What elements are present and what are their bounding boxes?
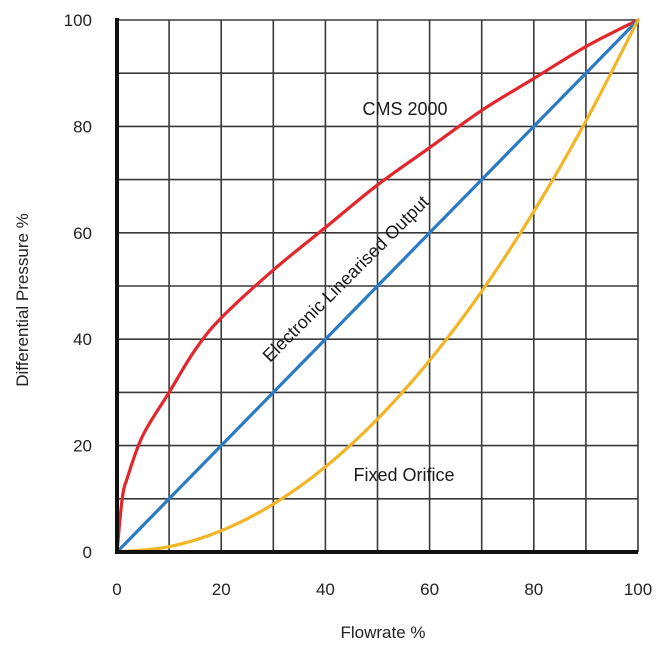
x-tick-label: 0: [112, 580, 121, 599]
x-tick-label: 40: [316, 580, 335, 599]
y-tick-label: 80: [73, 117, 92, 136]
tick-labels: 0 20 40 60 80 100 0 20 40 60 80 100: [64, 11, 653, 599]
series-layer: [115, 18, 640, 554]
x-axis-title: Flowrate %: [340, 623, 425, 642]
series-label-cms-2000: CMS 2000: [362, 99, 447, 119]
y-tick-label: 20: [73, 437, 92, 456]
x-tick-label: 100: [624, 580, 652, 599]
y-tick-label: 100: [64, 11, 92, 30]
series-line-electronic-linearised-output: [115, 18, 640, 554]
x-tick-label: 20: [212, 580, 231, 599]
x-tick-label: 80: [524, 580, 543, 599]
series-line-fixed-orifice: [115, 18, 640, 554]
y-tick-label: 0: [83, 543, 92, 562]
grid: [116, 19, 639, 553]
y-tick-label: 40: [73, 330, 92, 349]
axes: [115, 18, 638, 554]
y-tick-label: 60: [73, 224, 92, 243]
y-axis-title: Differential Pressure %: [13, 213, 32, 387]
series-label-fixed-orifice: Fixed Orifice: [353, 465, 454, 485]
x-tick-label: 60: [420, 580, 439, 599]
series-line-cms-2000: [115, 18, 640, 554]
